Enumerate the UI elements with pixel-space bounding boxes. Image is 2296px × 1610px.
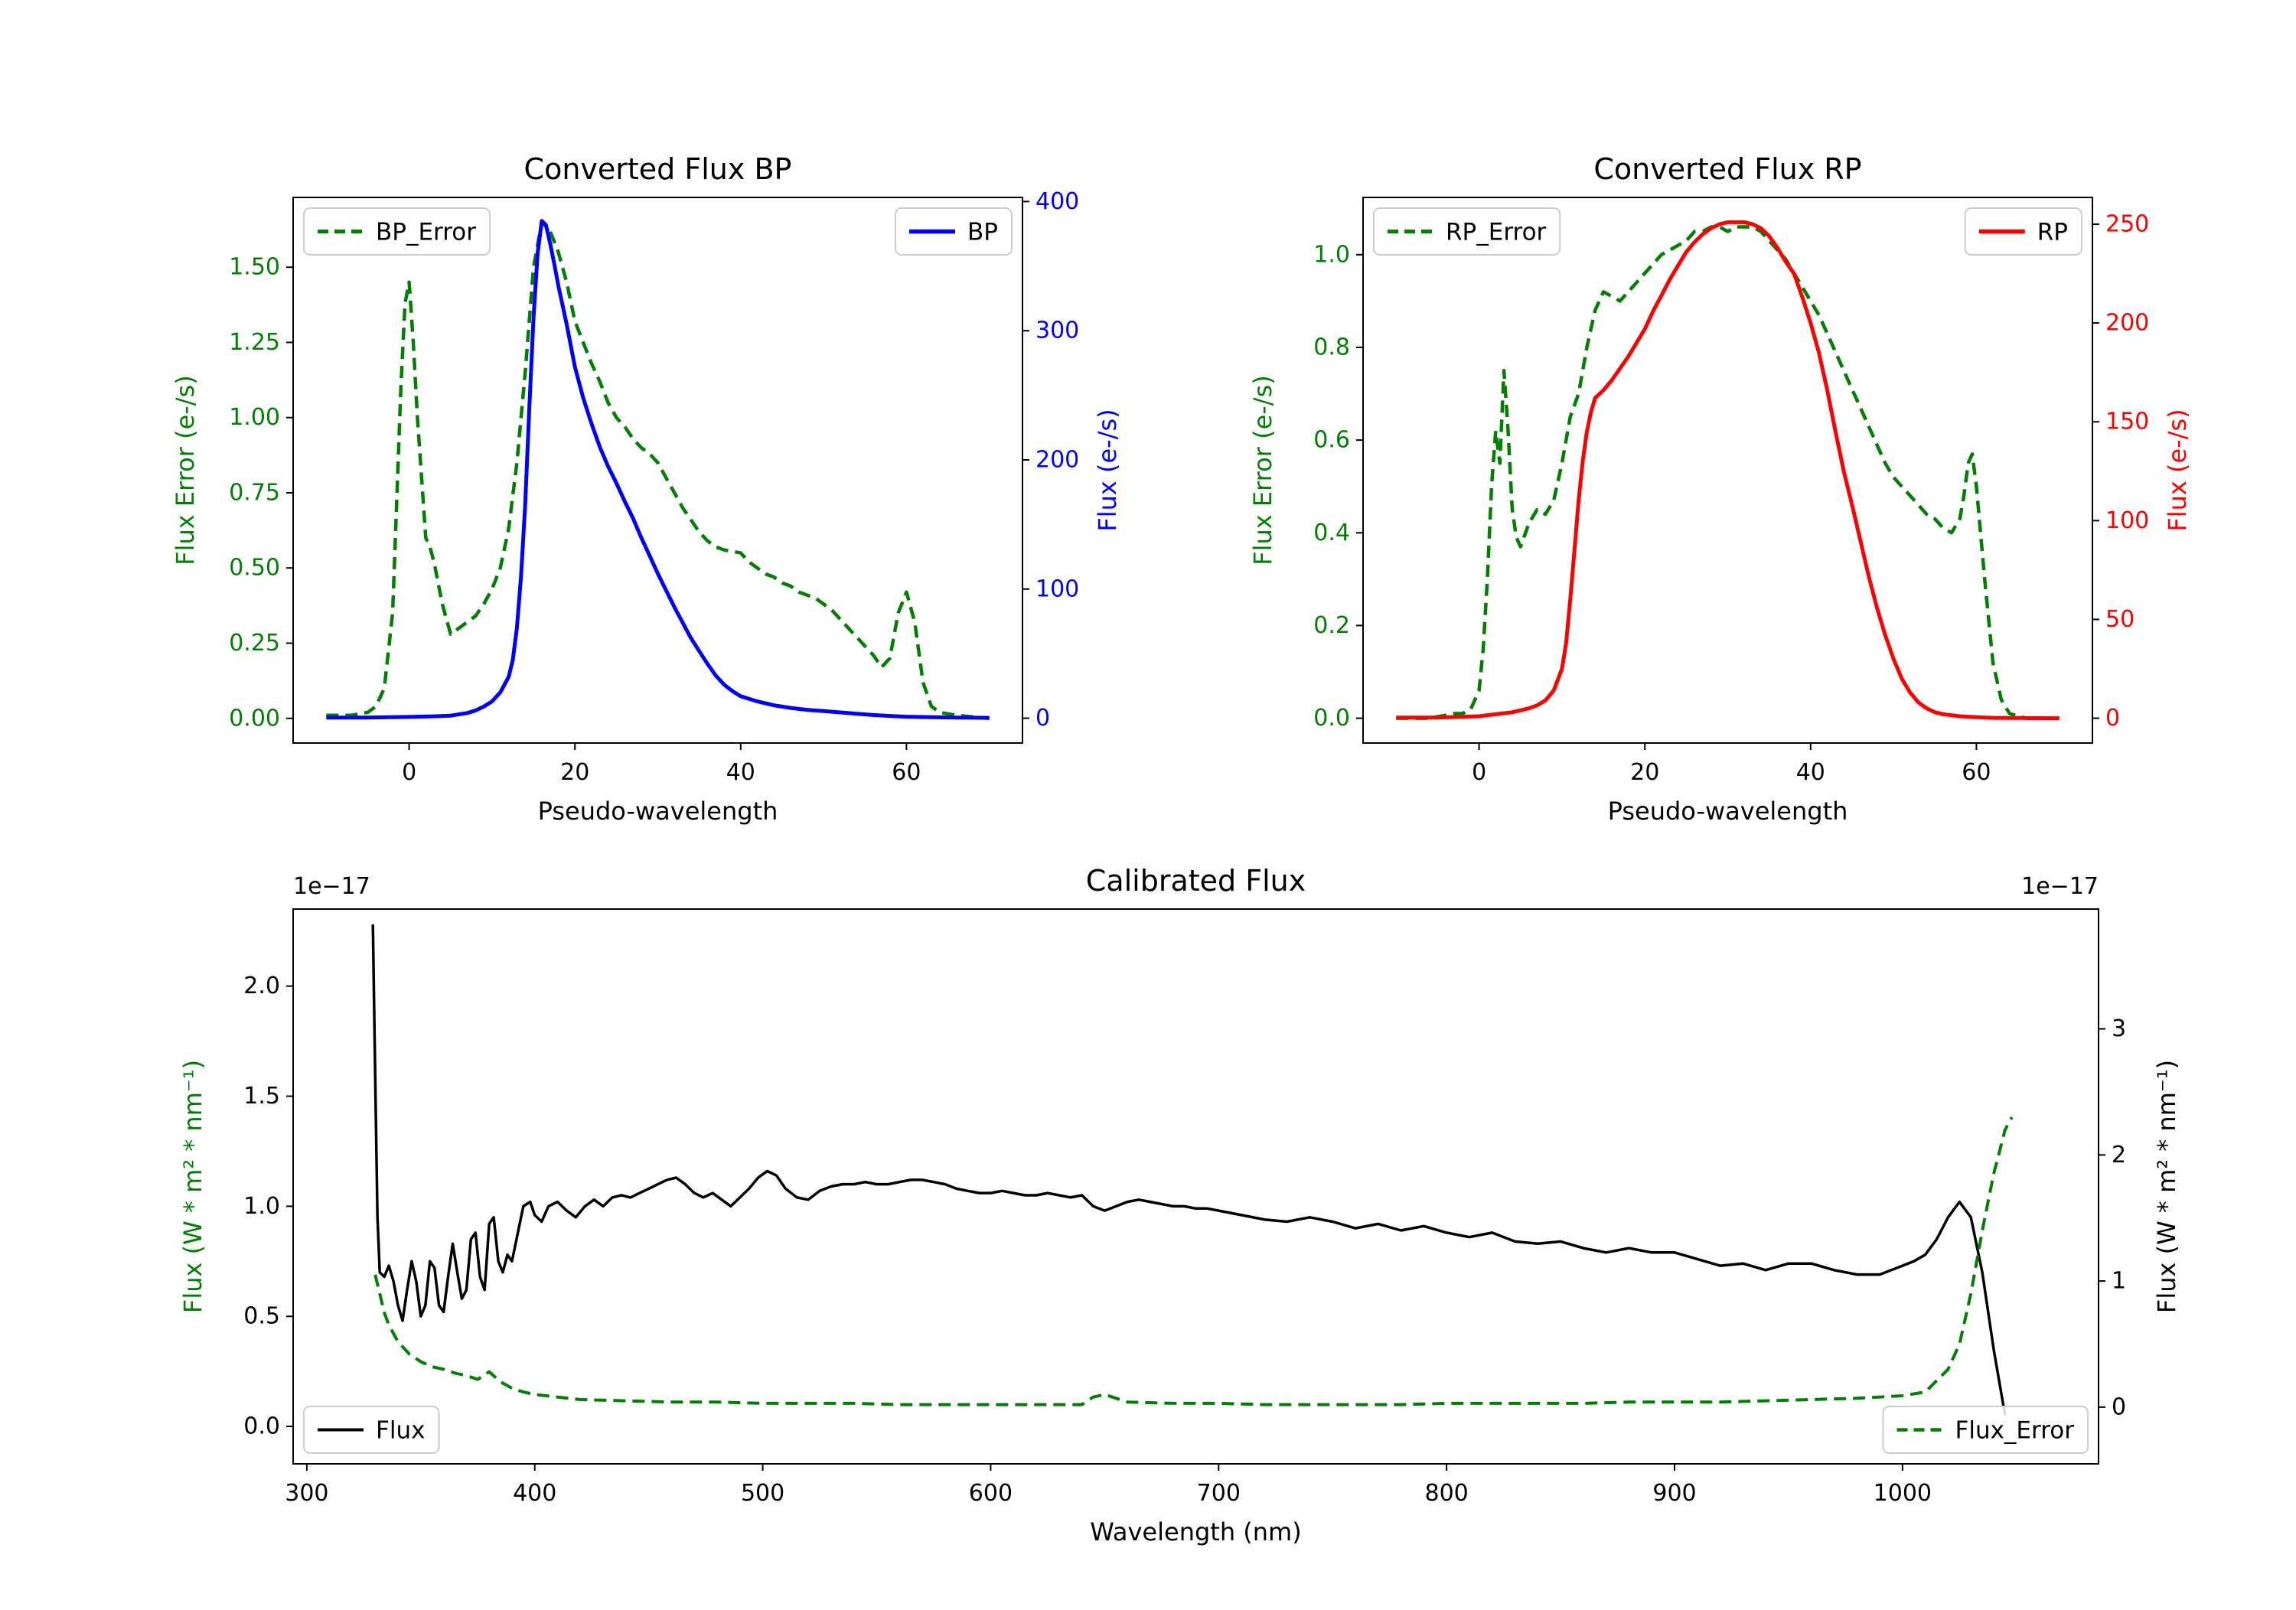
left-tick-label: 0.75 (229, 479, 280, 506)
left-tick-label: 0.25 (229, 630, 280, 657)
right-tick-label: 2 (2112, 1142, 2126, 1168)
chart-rp: 0 20 40 60 0.0 0.2 0.4 0.6 0.8 1.0 0 50 100 150 200 250… (1248, 152, 2192, 826)
left-axis-label: Flux Error (e-/s) (171, 375, 200, 565)
legend-Flux: Flux (303, 1406, 440, 1454)
left-tick-label: 0.4 (1313, 520, 1350, 546)
chart-title: Converted Flux BP (524, 152, 792, 186)
x-axis-label: Wavelength (nm) (1090, 1517, 1301, 1546)
left-tick-label: 0.8 (1313, 334, 1350, 360)
x-tick-label: 40 (726, 759, 755, 786)
x-tick-label: 1000 (1874, 1480, 1932, 1507)
right-offset-text: 1e−17 (2021, 873, 2099, 900)
axes-frame (1362, 197, 2093, 744)
series-RP (1396, 220, 2060, 721)
right-tick-label: 100 (1035, 575, 1079, 602)
x-tick-label: 20 (1630, 759, 1659, 786)
right-tick-label: 150 (2105, 409, 2149, 435)
x-tick-label: 500 (741, 1480, 784, 1507)
right-axis-label: Flux (e-/s) (2163, 409, 2192, 531)
x-tick-label: 700 (1197, 1480, 1241, 1507)
left-tick-label: 0.5 (243, 1303, 280, 1330)
legend-label: RP_Error (1446, 219, 1547, 246)
legend-frame (1373, 207, 1561, 256)
left-tick-label: 1.50 (229, 254, 280, 281)
right-tick-label: 0 (2112, 1393, 2126, 1420)
left-axis-label: Flux (W * m² * nm⁻¹) (178, 1060, 207, 1313)
series-BP_Error (326, 220, 990, 721)
x-tick-label: 400 (513, 1480, 556, 1507)
x-tick-label: 20 (560, 759, 589, 786)
left-tick-label: 1.0 (243, 1193, 280, 1220)
left-tick-label: 1.00 (229, 404, 280, 431)
right-tick-label: 50 (2105, 606, 2135, 633)
left-tick-label: 0.50 (229, 555, 280, 582)
chart-bp: 0 20 40 60 0.00 0.25 0.50 0.75 1.00 1.25 1.50 0 100 2… (171, 152, 1122, 826)
legend-frame (303, 1406, 440, 1454)
axes-frame (292, 908, 2099, 1465)
legend-RP: RP (1964, 207, 2082, 256)
x-tick-label: 60 (892, 759, 921, 786)
legend-BP: BP (895, 207, 1013, 256)
right-tick-label: 0 (1035, 705, 1050, 732)
right-axis-label: Flux (e-/s) (1093, 409, 1122, 531)
x-tick-label: 900 (1652, 1480, 1696, 1507)
series-Flux (371, 924, 2007, 1416)
chart-title: Converted Flux RP (1593, 152, 1861, 186)
x-tick-label: 600 (969, 1480, 1013, 1507)
left-tick-label: 0.00 (229, 705, 280, 732)
right-tick-label: 200 (2105, 310, 2149, 337)
left-tick-label: 0.2 (1313, 612, 1350, 639)
left-tick-label: 0.0 (1313, 705, 1350, 732)
series-Flux_Error (373, 1116, 2014, 1406)
left-tick-label: 2.0 (243, 973, 280, 999)
left-tick-label: 1.25 (229, 329, 280, 356)
right-axis-label: Flux (W * m² * nm⁻¹) (2152, 1060, 2181, 1313)
chart-title: Calibrated Flux (1086, 864, 1306, 898)
legend-frame (303, 207, 491, 256)
left-offset-text: 1e−17 (293, 873, 370, 900)
left-tick-label: 1.5 (243, 1083, 280, 1110)
right-tick-label: 200 (1035, 446, 1079, 473)
left-tick-label: 0.6 (1313, 427, 1350, 454)
legend-BP_Error: BP_Error (303, 207, 491, 256)
legend-label: Flux (376, 1417, 425, 1445)
right-tick-label: 100 (2105, 507, 2149, 534)
right-tick-label: 0 (2105, 705, 2120, 732)
x-tick-label: 60 (1962, 759, 1991, 786)
right-tick-label: 3 (2112, 1015, 2126, 1042)
left-tick-label: 0.0 (243, 1413, 280, 1440)
chart-cal: 300 400 500 600 700 800 900 1000 0.0 0.5 1.0 1.5 2.0… (178, 864, 2181, 1546)
legend-label: RP (2037, 219, 2068, 246)
right-tick-label: 300 (1035, 318, 1079, 344)
right-tick-label: 400 (1035, 188, 1079, 215)
legend-RP_Error: RP_Error (1373, 207, 1561, 256)
legend-label: BP (967, 219, 998, 246)
legend-label: Flux_Error (1955, 1417, 2075, 1445)
legend-Flux_Error: Flux_Error (1882, 1406, 2089, 1454)
x-axis-label: Pseudo-wavelength (1608, 797, 1848, 826)
x-axis-label: Pseudo-wavelength (538, 797, 778, 826)
x-tick-label: 300 (285, 1480, 328, 1507)
series-RP_Error (1396, 225, 2060, 720)
legend-label: BP_Error (376, 219, 476, 246)
right-tick-label: 250 (2105, 210, 2149, 237)
axes-frame (292, 197, 1023, 744)
x-tick-label: 800 (1425, 1480, 1469, 1507)
x-tick-label: 0 (402, 759, 416, 786)
x-tick-label: 40 (1796, 759, 1825, 786)
left-tick-label: 1.0 (1313, 241, 1350, 268)
right-tick-label: 1 (2112, 1268, 2126, 1295)
left-axis-label: Flux Error (e-/s) (1248, 375, 1277, 565)
series-BP (326, 219, 990, 720)
legend-frame (1882, 1406, 2089, 1454)
x-tick-label: 0 (1472, 759, 1486, 786)
